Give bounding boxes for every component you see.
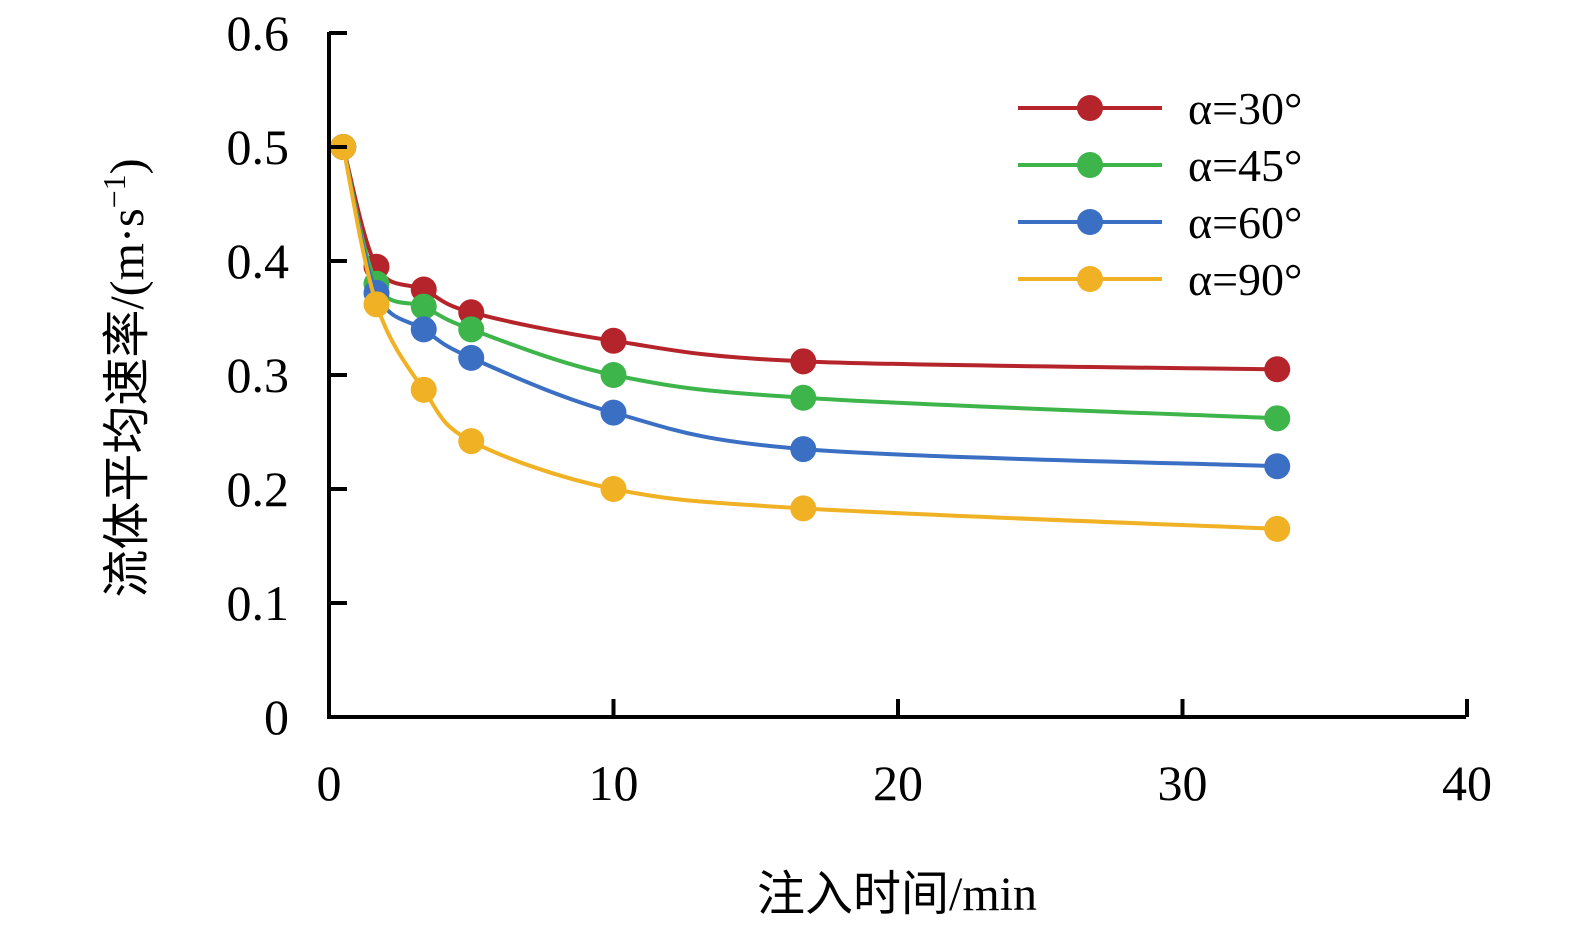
data-point bbox=[600, 476, 627, 502]
data-point bbox=[790, 384, 817, 411]
series-line bbox=[341, 146, 1278, 469]
data-point bbox=[1264, 405, 1291, 432]
x-tick-label: 10 bbox=[589, 755, 639, 811]
data-point bbox=[458, 344, 485, 371]
y-tick-label: 0.5 bbox=[227, 119, 290, 175]
x-tick-label: 40 bbox=[1442, 755, 1492, 811]
data-point bbox=[1264, 453, 1291, 480]
legend: α=30° α=45° α=60° α=90° bbox=[1018, 83, 1302, 305]
data-point bbox=[410, 293, 437, 320]
y-axis-title: 流体平均速率/(m·s−1) bbox=[96, 158, 154, 597]
x-tick-label: 20 bbox=[873, 755, 923, 811]
y-tick-label: 0.4 bbox=[227, 233, 290, 289]
y-tick-label: 0 bbox=[264, 689, 289, 745]
data-point bbox=[600, 399, 627, 426]
series-layer bbox=[330, 134, 1291, 542]
legend-item: α=60° bbox=[1018, 197, 1302, 248]
series-2 bbox=[330, 134, 1291, 432]
series-4 bbox=[330, 134, 1291, 542]
legend-label: α=45° bbox=[1188, 140, 1302, 191]
data-point bbox=[600, 362, 627, 388]
data-point bbox=[410, 376, 437, 403]
data-point bbox=[363, 291, 390, 318]
data-point bbox=[790, 495, 817, 522]
y-axis-title-close: ) bbox=[101, 158, 154, 174]
data-point bbox=[410, 316, 437, 343]
y-axis-title-superscript: −1 bbox=[96, 174, 132, 208]
legend-swatch-marker bbox=[1077, 152, 1103, 178]
series-1 bbox=[330, 134, 1291, 383]
legend-item: α=45° bbox=[1018, 140, 1302, 191]
legend-item: α=30° bbox=[1018, 83, 1302, 134]
x-axis-title: 注入时间/min bbox=[757, 868, 1037, 921]
data-point bbox=[458, 316, 485, 343]
series-line bbox=[341, 146, 1278, 531]
y-tick-label: 0.1 bbox=[227, 575, 290, 631]
legend-swatch-marker bbox=[1077, 95, 1103, 121]
data-point bbox=[600, 327, 627, 354]
data-point bbox=[790, 348, 817, 375]
ticks-layer: 0 0.1 0.2 0.3 0.4 0.5 0.6 0 10 20 30 40 bbox=[227, 5, 1493, 811]
x-tick-label: 30 bbox=[1158, 755, 1208, 811]
y-tick-label: 0.6 bbox=[227, 5, 290, 61]
legend-swatch-marker bbox=[1077, 209, 1103, 235]
y-tick-label: 0.2 bbox=[227, 461, 290, 517]
y-tick-label: 0.3 bbox=[227, 347, 290, 403]
data-point bbox=[1264, 356, 1291, 383]
x-tick-label: 0 bbox=[317, 755, 342, 811]
legend-item: α=90° bbox=[1018, 254, 1302, 305]
legend-swatch-marker bbox=[1077, 266, 1103, 292]
data-point bbox=[458, 428, 485, 455]
legend-label: α=60° bbox=[1188, 197, 1302, 248]
data-point bbox=[1264, 515, 1291, 542]
legend-label: α=90° bbox=[1188, 254, 1302, 305]
axes-layer bbox=[327, 32, 1466, 719]
legend-label: α=30° bbox=[1188, 83, 1302, 134]
series-line bbox=[341, 146, 1278, 421]
data-point bbox=[790, 436, 817, 463]
y-axis-title-main: 流体平均速率/(m·s bbox=[101, 208, 154, 597]
